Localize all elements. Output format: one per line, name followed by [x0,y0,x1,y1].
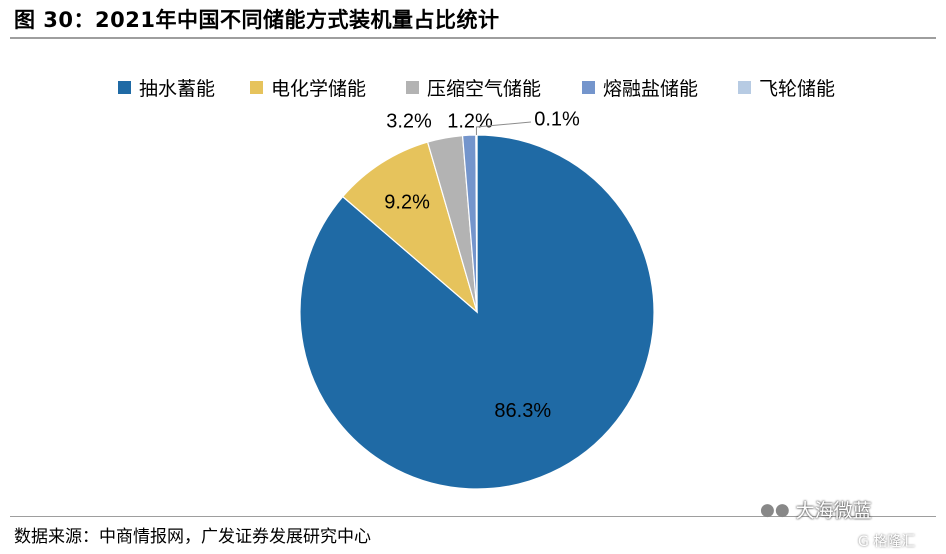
legend-item-molten-salt: 熔融盐储能 [582,74,698,101]
data-source: 数据来源：中商情报网，广发证券发展研究中心 [14,527,371,547]
legend-label: 抽水蓄能 [139,78,216,100]
data-label: 9.2% [384,192,430,214]
watermark-text: 大海微蓝 [795,500,872,522]
leader-line [475,121,532,136]
legend-swatch [118,81,131,94]
watermark-secondary: G 格隆汇 [858,534,916,550]
legend-item-pumped-hydro: 抽水蓄能 [118,74,215,101]
title-divider [10,37,936,39]
chart-title: 图 30：2021年中国不同储能方式装机量占比统计 [14,8,500,32]
data-label: 86.3% [494,400,551,422]
legend-swatch [738,81,751,94]
legend-label: 压缩空气储能 [427,78,542,100]
legend-swatch [406,81,419,94]
data-label: 3.2% [386,110,432,132]
legend-item-flywheel: 飞轮储能 [738,74,835,101]
wechat-icon: ●● [760,499,790,520]
legend-item-electrochemical: 电化学储能 [250,74,366,101]
data-label: 0.1% [534,108,580,130]
legend-item-compressed-air: 压缩空气储能 [406,74,541,101]
legend-swatch [250,81,263,94]
legend-label: 电化学储能 [271,78,367,100]
legend-label: 熔融盐储能 [603,78,699,100]
legend-label: 飞轮储能 [759,78,836,100]
source-divider [10,516,936,517]
legend-swatch [582,81,595,94]
legend: 抽水蓄能 电化学储能 压缩空气储能 熔融盐储能 飞轮储能 [0,74,946,100]
watermark: ●● 大海微蓝 [760,496,872,523]
data-label: 1.2% [447,110,493,132]
slice-electrochemical [341,141,479,314]
